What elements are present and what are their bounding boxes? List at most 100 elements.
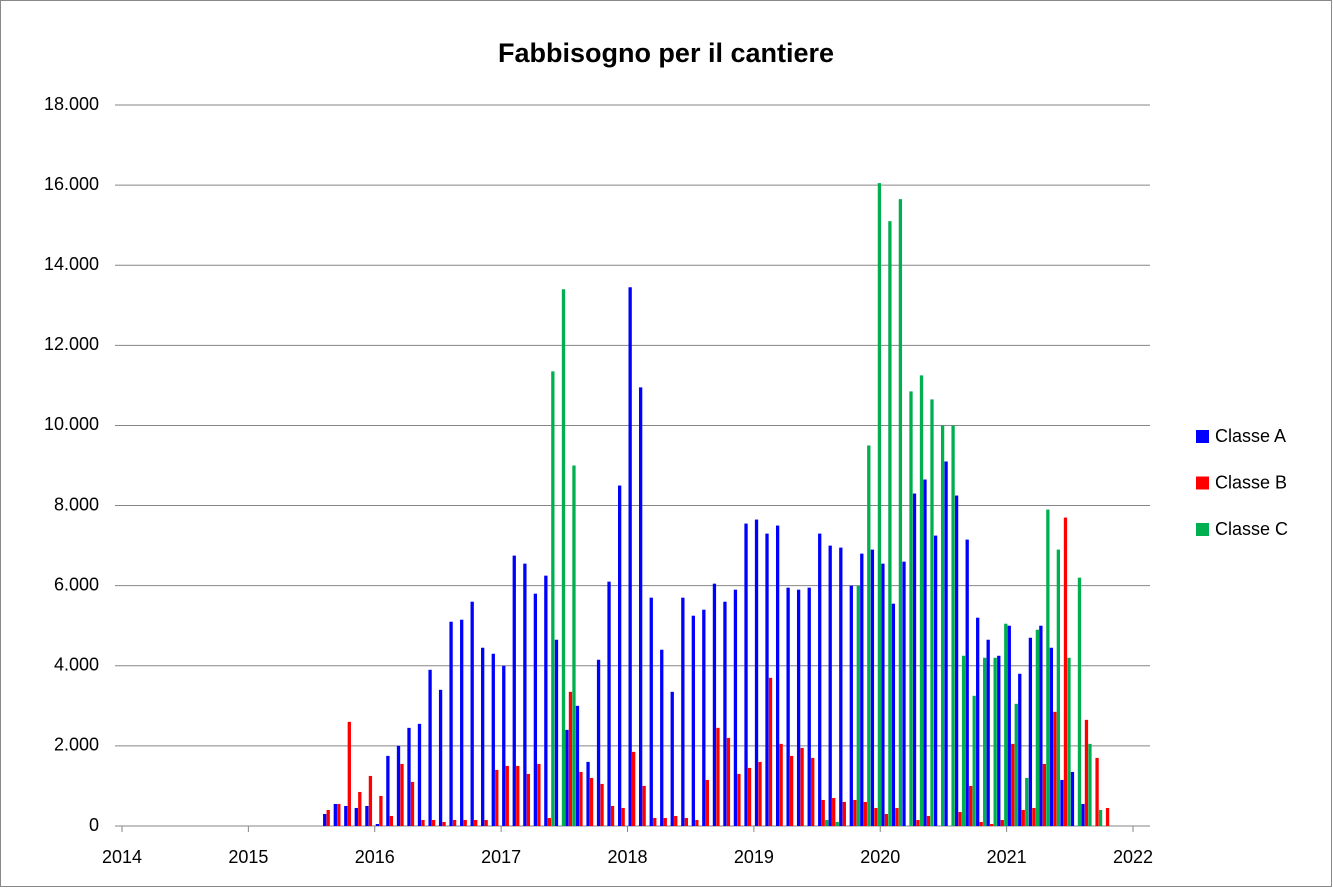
bar [512, 555, 516, 826]
bar [1060, 779, 1064, 826]
bar [410, 781, 415, 826]
bar [726, 737, 731, 826]
bar [961, 655, 966, 826]
bar [1035, 629, 1040, 826]
bar [842, 801, 846, 826]
y-tick-label: 4.000 [54, 655, 99, 675]
bar [1042, 763, 1047, 826]
bar [333, 803, 337, 826]
bar [568, 691, 573, 826]
bar [596, 659, 601, 826]
bar [684, 817, 688, 826]
bar [396, 745, 401, 826]
bar [990, 823, 994, 826]
bar [323, 813, 327, 826]
bar [765, 533, 769, 826]
legend-swatch [1196, 430, 1209, 443]
bar [431, 819, 436, 826]
bar [976, 617, 980, 826]
bar [712, 583, 717, 826]
bar [768, 677, 773, 826]
bar [554, 639, 559, 826]
bar [1046, 509, 1050, 826]
bar [516, 765, 520, 826]
bar [502, 665, 506, 826]
y-tick-label: 0 [89, 815, 99, 835]
legend-label: Classe C [1215, 519, 1288, 539]
x-tick-label: 2015 [228, 847, 268, 867]
bar [705, 779, 709, 826]
bar [586, 761, 590, 826]
bar [523, 563, 527, 826]
bar [681, 597, 685, 826]
bar [775, 525, 780, 826]
bar [965, 539, 969, 826]
bar [940, 425, 945, 826]
y-tick-label: 2.000 [54, 735, 99, 755]
bar [888, 221, 892, 826]
bar [789, 755, 794, 826]
bar [954, 495, 959, 826]
bar [909, 391, 913, 826]
bar [610, 805, 615, 826]
bar [923, 479, 927, 826]
bar [919, 375, 924, 826]
bar [997, 655, 1001, 826]
bar [867, 445, 871, 826]
bar [386, 755, 390, 826]
bar [874, 807, 878, 826]
bar [347, 721, 351, 826]
bar [653, 817, 657, 826]
bar [723, 601, 727, 826]
bar [572, 465, 576, 826]
legend-label: Classe A [1215, 426, 1286, 446]
bar [832, 797, 836, 826]
bar [912, 493, 917, 826]
bar [807, 587, 811, 826]
bar [1014, 703, 1018, 826]
y-tick-label: 8.000 [54, 494, 99, 514]
bar [481, 647, 485, 826]
bar [1105, 807, 1110, 826]
bar [835, 821, 839, 826]
bar [860, 553, 864, 826]
bar [632, 751, 636, 826]
bar [1025, 777, 1029, 826]
bar [565, 729, 569, 826]
bar [495, 769, 499, 826]
bar [354, 807, 358, 826]
bar [986, 639, 990, 826]
bar [926, 815, 931, 826]
bar [1049, 647, 1054, 826]
bar [463, 819, 467, 826]
bar [944, 461, 948, 826]
bar [474, 819, 478, 826]
legend-label: Classe B [1215, 472, 1287, 492]
x-tick-label: 2018 [607, 847, 647, 867]
bar [663, 817, 667, 826]
bar [863, 801, 867, 826]
bar [702, 609, 706, 826]
bar [691, 615, 695, 826]
bar [1039, 625, 1043, 826]
bar [972, 695, 976, 826]
bar [930, 399, 934, 826]
bar [786, 587, 790, 826]
y-tick-label: 14.000 [44, 254, 99, 274]
bar [733, 589, 738, 826]
bar [438, 689, 443, 826]
bar [933, 535, 938, 826]
bar [758, 761, 762, 826]
bar [796, 589, 801, 826]
bar [344, 805, 348, 826]
bar [428, 669, 432, 826]
bar [460, 619, 464, 826]
bar [856, 585, 860, 826]
bar [979, 821, 983, 826]
bar [484, 819, 488, 826]
bar [800, 747, 804, 826]
bar [358, 791, 362, 826]
bar [828, 545, 832, 826]
bar [1063, 517, 1068, 826]
bar [621, 807, 625, 826]
